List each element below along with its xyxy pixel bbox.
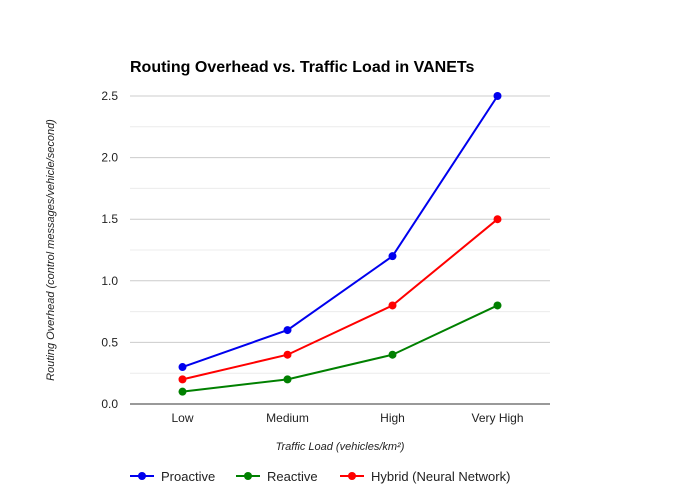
x-tick-label: High xyxy=(380,411,405,425)
y-tick-label: 0.0 xyxy=(101,397,118,411)
data-point xyxy=(493,215,502,224)
series-group xyxy=(178,92,502,396)
data-point xyxy=(283,375,292,384)
y-tick-labels: 0.0 0.5 1.0 1.5 2.0 2.5 xyxy=(101,89,118,411)
data-point xyxy=(388,301,397,310)
data-point xyxy=(178,363,187,372)
data-point xyxy=(178,387,187,396)
legend-label: Proactive xyxy=(161,469,215,484)
legend-label: Reactive xyxy=(267,469,318,484)
x-tick-label: Medium xyxy=(266,411,309,425)
legend-marker xyxy=(244,472,252,480)
x-tick-label: Low xyxy=(171,411,193,425)
legend: Proactive Reactive Hybrid (Neural Network) xyxy=(130,469,510,484)
series-reactive xyxy=(178,301,502,396)
series-hybrid-neural-network xyxy=(178,215,502,384)
legend-marker xyxy=(138,472,146,480)
x-tick-labels: Low Medium High Very High xyxy=(171,411,523,425)
legend-label: Hybrid (Neural Network) xyxy=(371,469,510,484)
data-point xyxy=(388,252,397,261)
y-tick-label: 2.5 xyxy=(101,89,118,103)
legend-item: Proactive xyxy=(130,469,215,484)
y-tick-label: 2.0 xyxy=(101,151,118,165)
data-point xyxy=(283,350,292,359)
data-point xyxy=(283,326,292,335)
series-line xyxy=(182,304,498,393)
y-tick-label: 1.5 xyxy=(101,212,118,226)
legend-item: Hybrid (Neural Network) xyxy=(340,469,510,484)
y-tick-label: 0.5 xyxy=(101,335,118,349)
y-tick-label: 1.0 xyxy=(101,274,118,288)
data-point xyxy=(493,92,502,100)
data-point xyxy=(388,350,397,359)
x-axis-label: Traffic Load (vehicles/km²) xyxy=(276,441,405,453)
series-line xyxy=(182,95,499,368)
series-proactive xyxy=(178,92,502,372)
legend-marker xyxy=(348,472,356,480)
data-point xyxy=(178,375,187,384)
legend-item: Reactive xyxy=(236,469,318,484)
series-line xyxy=(182,218,499,381)
data-point xyxy=(493,301,502,310)
x-tick-label: Very High xyxy=(471,411,523,425)
gridlines xyxy=(130,95,550,374)
chart-title: Routing Overhead vs. Traffic Load in VAN… xyxy=(130,59,474,76)
y-axis-label: Routing Overhead (control messages/vehic… xyxy=(45,119,57,381)
